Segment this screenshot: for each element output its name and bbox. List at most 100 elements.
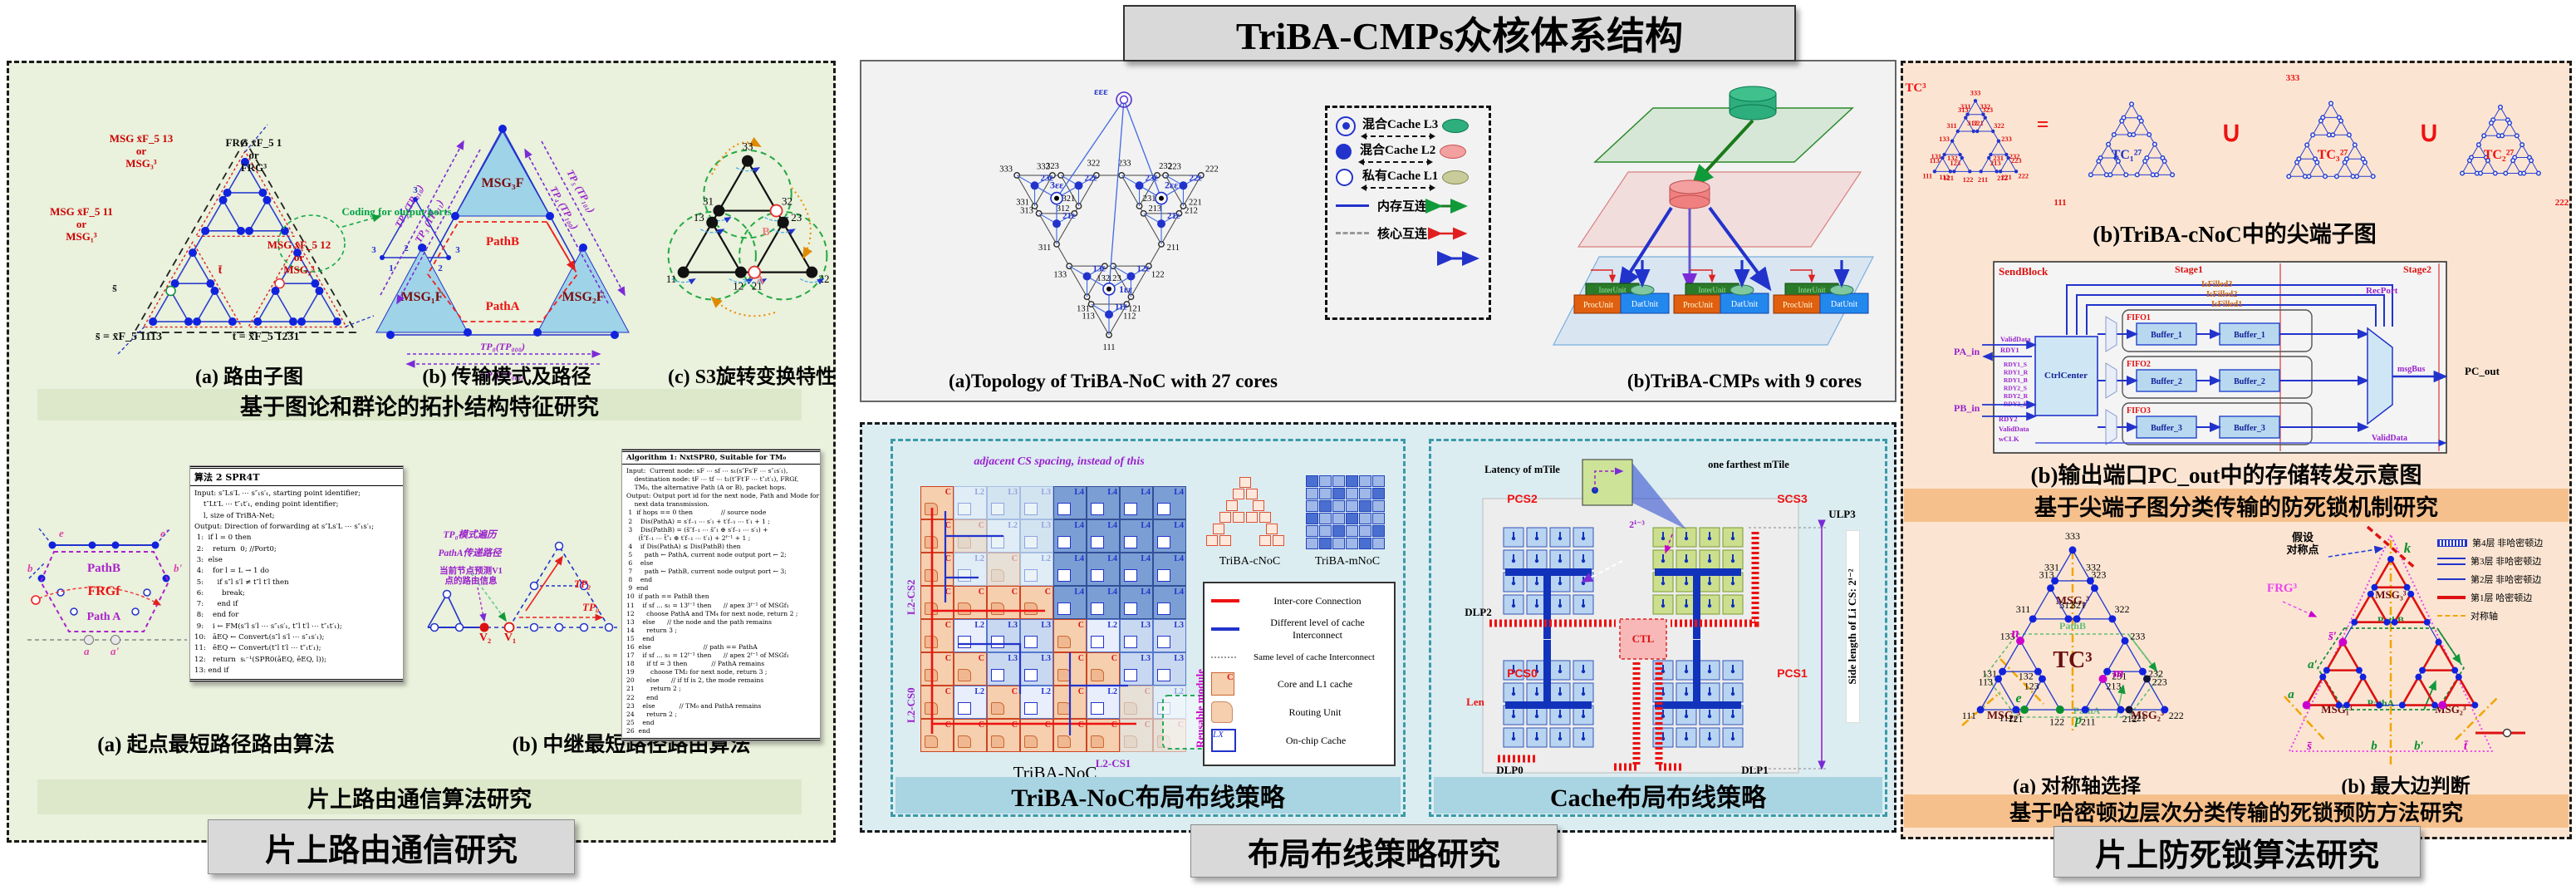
graph-node	[2302, 701, 2311, 710]
layer2-line-icon	[2437, 578, 2466, 580]
mnoc-router	[1332, 475, 1345, 487]
edge	[2345, 676, 2364, 706]
noc-cell-label: L2	[1041, 687, 1051, 696]
l1-cache-icon	[1442, 170, 1470, 184]
quad-trunk-h	[1505, 701, 1592, 709]
algo-line: Output: Direction of forwarding at s″Ls′…	[194, 522, 375, 531]
edge	[2362, 676, 2381, 706]
signal-label: RDY1_S	[2004, 361, 2027, 368]
legend-l2-row: 混合Cache L2	[1336, 140, 1480, 165]
pb-in-label: PB_in	[1954, 402, 1980, 414]
noc-legend-label: Core and L1 cache	[1277, 677, 1353, 690]
right-title-box: 片上防死锁算法研究	[2053, 826, 2421, 878]
cache-banner: Cache布局布线策略	[1434, 777, 1882, 814]
edge	[2322, 103, 2332, 118]
noc-cell-label: C	[1144, 687, 1151, 696]
mnoc-router	[1372, 513, 1385, 524]
pathA-label: PathA	[486, 300, 520, 313]
mem-line-icon	[1336, 204, 1369, 207]
node-label: 213	[1990, 159, 2001, 167]
interunit-label: InterUnit	[1699, 286, 1726, 294]
v2-node	[479, 622, 489, 632]
open-nodes	[429, 541, 614, 632]
graph-node	[2352, 142, 2358, 148]
ham-legend-row: 第1层 哈密顿边	[2437, 588, 2569, 607]
node-label: 23	[791, 211, 802, 224]
ham-legend-row: 第3层 非哈密顿边	[2437, 552, 2569, 570]
triba-noc-grid: C L2 L3 L3 L4 L4 L4 L4 C C L2 L3 L4 L4 L4 L4 C L2 C L2 L4 L4 L…	[920, 486, 1186, 752]
edge	[2346, 145, 2356, 160]
a-label: a	[84, 645, 90, 657]
cache-unit-icon	[1124, 602, 1137, 615]
edge	[2330, 103, 2340, 118]
quad-trunk-h	[1655, 568, 1741, 576]
mnoc-router	[1346, 488, 1358, 499]
cache-unit-icon	[1124, 636, 1137, 648]
root-label: εεε	[1094, 85, 1108, 97]
node-label: 113	[1082, 312, 1094, 322]
msg1-label: MSG₁³	[1987, 710, 2020, 722]
ctrlcenter-box	[2034, 336, 2098, 416]
msg1-triangle	[375, 246, 469, 333]
routing-unit-icon	[991, 702, 1004, 715]
l2-cache-label: 21ε	[1062, 211, 1076, 221]
quad-trunk-v	[1543, 576, 1551, 639]
b1-letter: b′	[2414, 740, 2424, 753]
node-label: 32	[782, 195, 792, 208]
algo-line: 1: if l = 0 then	[194, 534, 252, 543]
interunit-label: InterUnit	[1599, 286, 1627, 294]
algo-line: 4 if Dis(PathA) ≤ Dis(PathB) then	[626, 542, 741, 550]
inner-rotation-arrow	[800, 278, 825, 285]
datunit-box	[1819, 293, 1869, 314]
side-length-label: Side length of Li CS: 2ⁱ⁻²	[1846, 530, 1860, 723]
mtile-inset	[1582, 459, 1686, 529]
sendblock-label: SendBlock	[1999, 265, 2049, 278]
edge	[2342, 642, 2361, 671]
cache-unit-icon	[1157, 636, 1170, 648]
edge	[2024, 678, 2044, 711]
noc-cell-label: L3	[1174, 654, 1184, 663]
buffer-label: Buffer_3	[2234, 424, 2265, 433]
fig-c-caption: (c) S3旋转变换特性	[668, 366, 836, 388]
stub	[155, 528, 171, 546]
cache-unit-icon	[1024, 669, 1038, 681]
graph-node	[1958, 152, 1962, 157]
v1-label: V₁	[503, 632, 517, 644]
mnoc-router	[1359, 538, 1371, 549]
ham-legend-row: 第2层 非哈密顿边	[2437, 570, 2569, 588]
graph-node	[777, 216, 789, 229]
node-label: 111	[1103, 343, 1116, 352]
triba-mnoc-thumb	[1306, 474, 1389, 550]
l1-dash-arrow	[1361, 184, 1435, 191]
b-label: b	[27, 562, 33, 574]
coding-node	[446, 255, 451, 260]
farthest-arrow	[1664, 534, 1673, 554]
edge	[2309, 162, 2318, 177]
graph-node	[2383, 618, 2391, 626]
cs-spacing-annotation: adjacent CS spacing, instead of this	[974, 455, 1145, 468]
cnoc-router	[1246, 512, 1258, 523]
algo-line: 13: end if	[194, 666, 229, 675]
graph-node	[223, 188, 232, 197]
cmps-pyramid-figure: InterUnit ProcUnit DatUnit InterUnit ProcUni…	[1553, 86, 1874, 346]
graph-node	[1981, 112, 1985, 116]
graph-node	[2370, 174, 2376, 179]
algo2-title: 算法 2 SPR4T	[190, 466, 403, 486]
node-label: 133	[1939, 135, 1950, 143]
noc-cell-l4: L4	[1053, 486, 1087, 519]
edge	[2093, 588, 2113, 620]
noc-cell-l3: L3	[987, 652, 1020, 686]
core-disc	[1630, 284, 1655, 296]
noc-cell-l4: L4	[1153, 553, 1186, 586]
graph-node	[1057, 172, 1065, 179]
p-letter: p	[2075, 713, 2082, 727]
cnoc-router	[1259, 512, 1271, 523]
ham-legend-row: 对称轴	[2437, 607, 2569, 625]
triba-noc-topology: 111 113 112 131 133 132 121 123 122 311 313 312 331 3…	[999, 85, 1218, 352]
graph-node	[2477, 170, 2484, 176]
graph-node	[2535, 170, 2541, 176]
edge	[1988, 157, 1998, 172]
graph-node	[1948, 170, 1953, 174]
graph-node	[2475, 142, 2481, 148]
l2-cache-cylinder	[1669, 179, 1710, 209]
